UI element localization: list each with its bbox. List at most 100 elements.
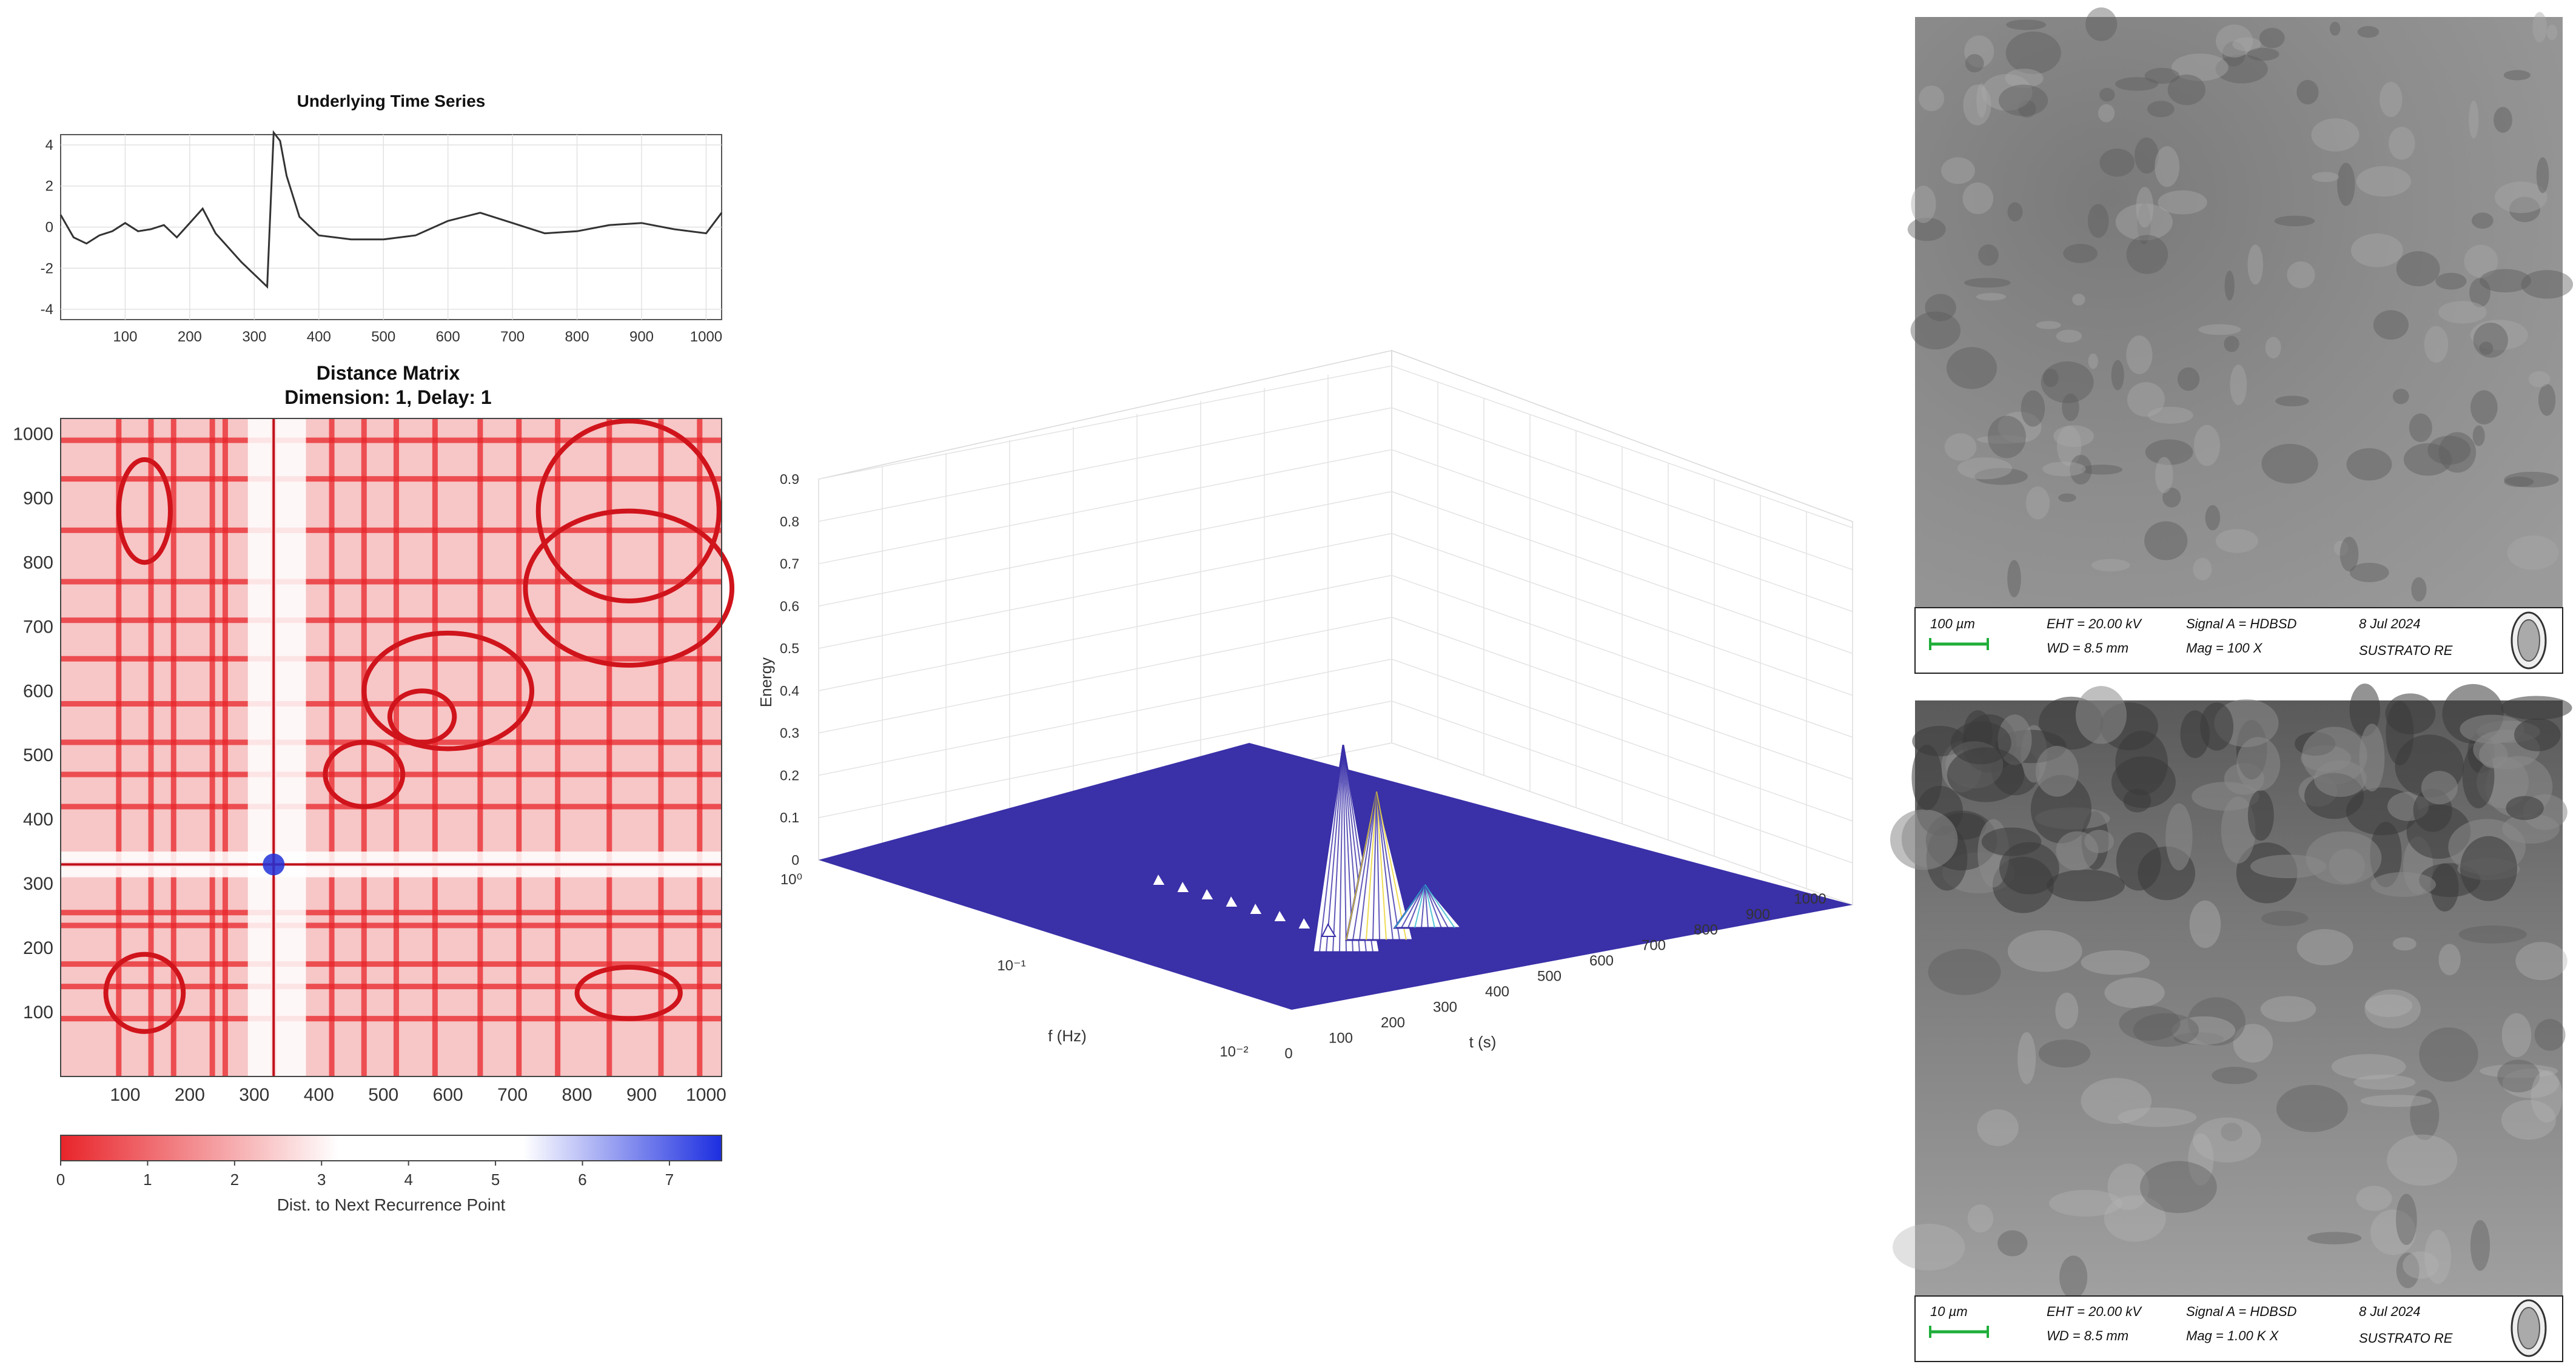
sem-bottom-grain bbox=[2007, 930, 2082, 972]
distance-matrix-title: Distance Matrix bbox=[317, 362, 460, 384]
surface-peak-mesh bbox=[1376, 791, 1407, 941]
sem-bottom-grain bbox=[2188, 1133, 2214, 1186]
sem-bottom-particle bbox=[2313, 760, 2367, 797]
dm-xtick-label: 100 bbox=[110, 1085, 140, 1105]
sem-bottom-grain bbox=[2365, 994, 2413, 1018]
surface-ttick-label: 500 bbox=[1537, 969, 1561, 985]
sem-bottom-logo-icon bbox=[2511, 1299, 2547, 1357]
sem-top-grain bbox=[2021, 390, 2045, 427]
sem-top-grain bbox=[2007, 202, 2023, 222]
sem-bottom-grain bbox=[2276, 1084, 2348, 1132]
dm-recurrence-loop bbox=[387, 688, 457, 745]
sem-bottom-grain bbox=[2104, 977, 2165, 1009]
surface-ridge bbox=[1321, 922, 1337, 937]
surface-peak-mesh bbox=[1352, 791, 1377, 941]
dm-xtick-label: 900 bbox=[626, 1085, 657, 1105]
sem-bottom-grain bbox=[2192, 1117, 2261, 1163]
time-series-ticks: 100 200 300 400 500 600 700 800 900 1000 4 2 0 -2 -4 bbox=[41, 137, 722, 345]
dm-recurrence-loop bbox=[116, 457, 173, 565]
sem-top-signal: Signal A = HDBSD bbox=[2186, 616, 2297, 631]
distance-matrix-background bbox=[61, 418, 722, 1076]
surface-peak-mesh bbox=[1346, 791, 1377, 941]
sem-top-grain bbox=[2171, 53, 2229, 81]
sem-top-grain bbox=[1944, 433, 1977, 461]
sem-bottom-grain bbox=[2534, 1019, 2566, 1051]
dm-recurrence-loop bbox=[361, 630, 535, 751]
sem-bottom-grain bbox=[2392, 937, 2417, 951]
dm-ytick-label: 600 bbox=[23, 681, 53, 701]
colorbar-tick-label: 5 bbox=[491, 1170, 500, 1189]
sem-top-grain bbox=[1907, 217, 1946, 241]
sem-top-grain bbox=[2494, 107, 2512, 133]
sem-bottom-particle bbox=[2200, 702, 2234, 751]
sem-bottom-sample: SUSTRATO RE bbox=[2359, 1331, 2453, 1346]
ts-xtick-label: 100 bbox=[113, 329, 137, 345]
sem-top-date: 8 Jul 2024 bbox=[2359, 616, 2421, 631]
sem-bottom-grain bbox=[2133, 1013, 2199, 1047]
sem-top-grain bbox=[2136, 187, 2154, 228]
sem-bottom-particle bbox=[2247, 790, 2274, 841]
sem-top-grain bbox=[2144, 67, 2180, 84]
surface-peak-mesh bbox=[1424, 884, 1449, 928]
sem-bottom-particle bbox=[2430, 863, 2459, 912]
energy-surface-panel: 0.9 0.8 0.7 0.6 0.5 0.4 0.3 0.2 0.1 0 10⁰ 10⁻¹ 10⁻² 0… bbox=[757, 349, 1853, 1062]
sem-top-grain bbox=[2056, 329, 2082, 343]
sem-bottom-grain bbox=[2189, 900, 2221, 949]
colorbar-tick-label: 0 bbox=[56, 1170, 65, 1189]
sem-bottom-grain bbox=[1893, 1223, 1965, 1271]
surface-ztick-label: 0.8 bbox=[780, 514, 799, 529]
sem-top-grain bbox=[2373, 310, 2409, 340]
surface-peak-mesh bbox=[1376, 791, 1387, 941]
sem-bottom-databar bbox=[1914, 1295, 2563, 1362]
sem-top-logo-icon bbox=[2511, 611, 2547, 670]
ts-xtick-label: 300 bbox=[242, 329, 266, 345]
surface-zgrid-left bbox=[818, 407, 1392, 522]
sem-top-grain bbox=[2503, 70, 2531, 81]
sem-bottom-grain bbox=[1997, 1230, 2028, 1257]
sem-bottom-grain bbox=[1967, 1204, 1994, 1233]
sem-top-grain bbox=[2198, 324, 2241, 335]
dm-ytick-label: 300 bbox=[23, 874, 53, 894]
sem-bottom-particle bbox=[2370, 871, 2437, 897]
sem-bottom-grain bbox=[2212, 1067, 2258, 1084]
surface-peak-mesh bbox=[1343, 745, 1347, 953]
sem-top-grain bbox=[2247, 47, 2279, 61]
sem-top-grain bbox=[2070, 454, 2092, 485]
sem-top-grain bbox=[2177, 367, 2200, 391]
sem-top-grain bbox=[1964, 278, 2011, 288]
sem-top-grain bbox=[2215, 529, 2258, 553]
sem-bottom-grain bbox=[2370, 1209, 2417, 1255]
ts-xtick-label: 600 bbox=[436, 329, 460, 345]
sem-bottom-date: 8 Jul 2024 bbox=[2359, 1304, 2421, 1319]
colorbar-tick-label: 4 bbox=[404, 1170, 412, 1189]
surface-zgrid-left bbox=[818, 491, 1392, 607]
sem-top-databar bbox=[1914, 607, 2563, 674]
sem-bottom-mag: Mag = 1.00 K X bbox=[2186, 1328, 2279, 1343]
time-series-line bbox=[59, 130, 723, 289]
ts-ytick-label: -4 bbox=[41, 301, 53, 318]
sem-top-grain bbox=[2357, 25, 2380, 38]
distance-matrix-panel: Distance Matrix Dimension: 1, Delay: 1 1… bbox=[13, 362, 735, 1214]
dm-ytick-label: 200 bbox=[23, 938, 53, 958]
sem-bottom-grain bbox=[2081, 1078, 2152, 1124]
surface-ridge bbox=[1248, 901, 1264, 915]
sem-bottom-grain bbox=[2331, 1053, 2406, 1080]
sem-top-grain bbox=[2126, 335, 2153, 374]
surface-ztick-label: 0.5 bbox=[780, 640, 799, 656]
sem-top-grain bbox=[1998, 84, 2048, 116]
time-series-panel: Underlying Time Series 100 200 300 400 500 60… bbox=[41, 92, 723, 345]
sem-top-grain bbox=[2115, 77, 2159, 91]
surface-ftick-label: 10⁻² bbox=[1219, 1044, 1248, 1060]
surface-ttick-label: 0 bbox=[1284, 1046, 1292, 1062]
sem-top-grain bbox=[2504, 476, 2534, 488]
sem-top-grain bbox=[1981, 73, 2033, 111]
sem-bottom-grain bbox=[2353, 1075, 2416, 1090]
sem-bottom-grain bbox=[2018, 1032, 2036, 1084]
surface-ftick-label: 10⁻¹ bbox=[997, 958, 1025, 974]
sem-bottom-grain bbox=[2118, 1107, 2197, 1127]
surface-peak-mesh bbox=[1326, 745, 1344, 953]
sem-top-grain bbox=[2145, 439, 2193, 465]
sem-top-grain bbox=[2470, 390, 2498, 425]
sem-top-grain bbox=[2356, 166, 2412, 197]
surface-peak-mesh bbox=[1359, 791, 1377, 941]
